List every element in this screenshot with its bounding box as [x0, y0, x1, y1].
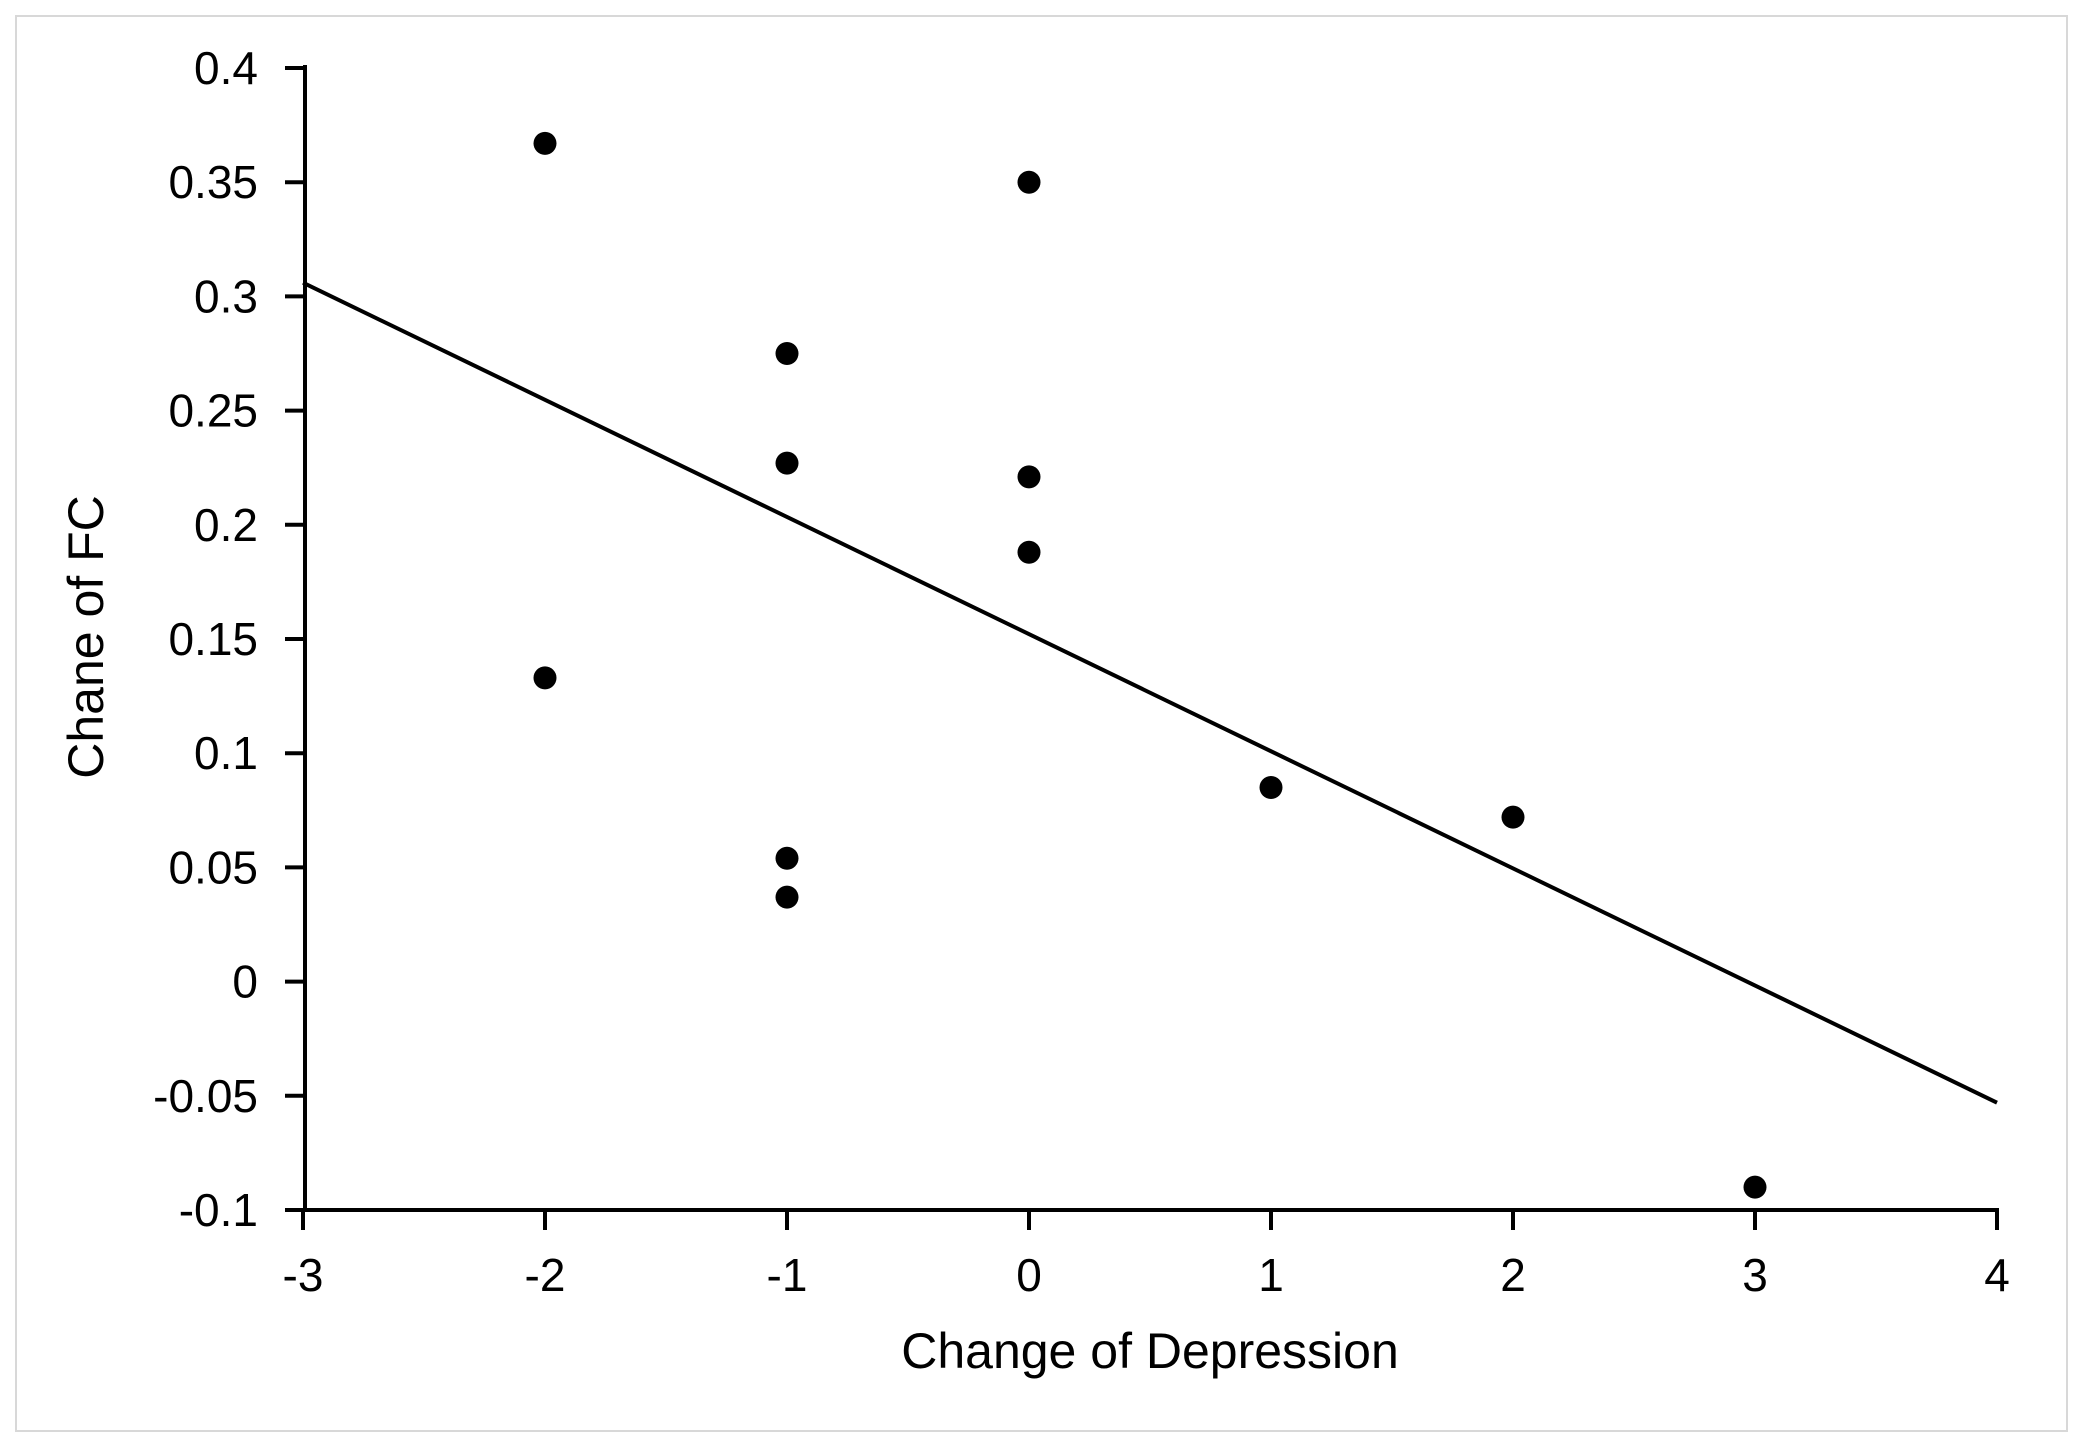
- data-point: [1501, 805, 1525, 829]
- data-point: [775, 885, 799, 909]
- data-point: [1743, 1175, 1767, 1199]
- x-axis-title: Change of Depression: [901, 1323, 1399, 1379]
- y-tick-label: 0.15: [168, 613, 258, 665]
- y-tick-label: 0: [232, 956, 258, 1008]
- data-point: [775, 451, 799, 475]
- x-tick-label: -2: [525, 1249, 566, 1301]
- x-tick-label: -1: [767, 1249, 808, 1301]
- data-point: [1259, 775, 1283, 799]
- y-axis-title: Chane of FC: [58, 495, 114, 778]
- y-tick-label: 0.2: [194, 499, 258, 551]
- y-tick-label: 0.05: [168, 841, 258, 893]
- data-point: [533, 131, 557, 155]
- y-tick-label: 0.25: [168, 385, 258, 437]
- x-tick-label: 2: [1500, 1249, 1526, 1301]
- data-point: [775, 846, 799, 870]
- x-tick-label: 0: [1016, 1249, 1042, 1301]
- data-point: [533, 666, 557, 690]
- trend-line: [302, 280, 1998, 1105]
- data-point: [1017, 170, 1041, 194]
- x-tick-label: 3: [1742, 1249, 1768, 1301]
- x-tick-label: 1: [1258, 1249, 1284, 1301]
- x-tick-label: -3: [283, 1249, 324, 1301]
- data-point: [1017, 465, 1041, 489]
- x-tick-label: 4: [1984, 1249, 2010, 1301]
- y-tick-label: 0.4: [194, 42, 258, 94]
- data-point: [775, 342, 799, 365]
- y-tick-label: 0.1: [194, 727, 258, 779]
- y-tick-label: -0.05: [153, 1070, 258, 1122]
- data-point: [1017, 540, 1041, 564]
- y-tick-label: 0.3: [194, 270, 258, 322]
- y-tick-label: 0.35: [168, 156, 258, 208]
- y-tick-label: -0.1: [179, 1184, 258, 1236]
